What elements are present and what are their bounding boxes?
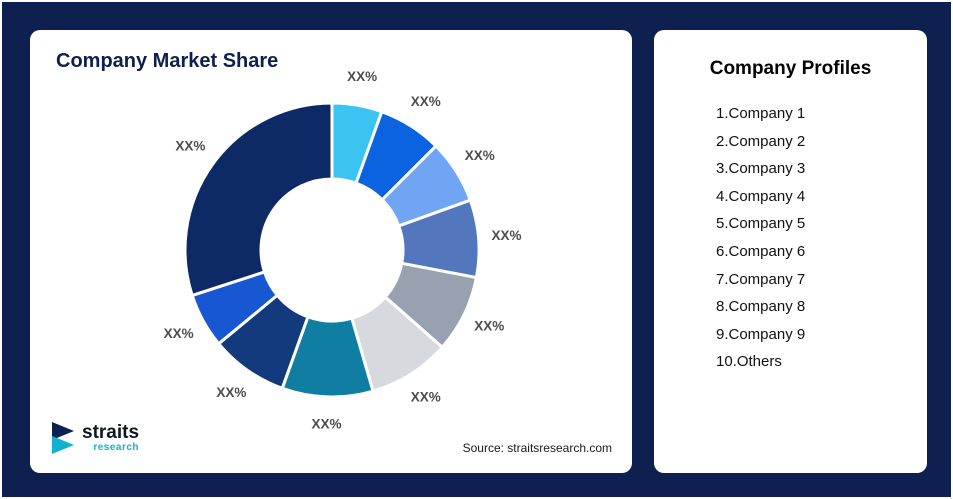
profile-item: 4.Company 4 xyxy=(716,187,806,205)
logo-sub: research xyxy=(93,442,140,454)
segment-label-1: XX% xyxy=(347,69,377,84)
segment-label-9: XX% xyxy=(164,326,194,341)
segment-label-6: XX% xyxy=(411,389,441,404)
company-profiles-list: 1.Company 1 2.Company 2 3.Company 3 4.Compa… xyxy=(654,100,927,376)
profile-item: 3.Company 3 xyxy=(716,160,806,178)
segment-label-8: XX% xyxy=(216,385,246,400)
profile-item: 6.Company 6 xyxy=(716,242,806,260)
logo-triangle-navy xyxy=(52,422,74,440)
segment-label-5: XX% xyxy=(474,319,504,334)
straits-logo: straits research xyxy=(50,421,139,455)
straits-logo-icon xyxy=(52,422,74,454)
chart-title: Company Market Share xyxy=(56,50,279,72)
company-profiles-card: Company Profiles 1.Company 1 2.Company 2 3… xyxy=(654,30,927,473)
profile-item: 1.Company 1 xyxy=(716,105,806,122)
donut-chart: XX% XX% XX% XX% XX% XX% XX% XX% XX% XX% xyxy=(164,69,522,431)
profile-item: 9.Company 9 xyxy=(716,325,806,343)
donut-segment-10 xyxy=(183,101,334,297)
profiles-title: Company Profiles xyxy=(709,58,872,79)
market-share-card: Company Market Share XX% XX% XX% XX% XX% XX% X… xyxy=(30,30,632,473)
profile-item: 10.Others xyxy=(716,353,782,371)
segment-label-10: XX% xyxy=(175,139,205,154)
logo-brand: straits xyxy=(82,421,140,443)
segment-label-3: XX% xyxy=(465,148,495,163)
segment-label-7: XX% xyxy=(311,416,341,431)
logo-triangle-teal xyxy=(52,436,74,454)
source-text: Source: straitsresearch.com xyxy=(462,441,612,455)
segment-label-4: XX% xyxy=(491,228,521,243)
segment-label-2: XX% xyxy=(411,94,441,109)
profile-item: 2.Company 2 xyxy=(716,132,806,150)
profile-item: 5.Company 5 xyxy=(716,215,806,233)
profile-item: 7.Company 7 xyxy=(716,270,806,288)
profile-item: 8.Company 8 xyxy=(716,298,806,316)
logo-text: straits research xyxy=(82,421,140,454)
